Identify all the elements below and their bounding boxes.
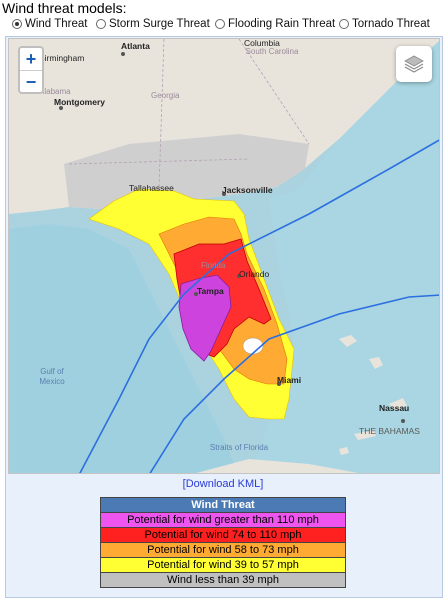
map-view[interactable]: Atlanta Birmingham Alabama Montgomery Ge… <box>8 38 440 474</box>
threat-model-selector: Wind Threat Storm Surge Threat Flooding … <box>8 18 444 34</box>
zoom-control: + − <box>18 46 44 94</box>
track-line-north <box>79 139 439 473</box>
city-label-atlanta: Atlanta <box>121 41 150 51</box>
city-label-montgomery: Montgomery <box>54 97 105 107</box>
legend-label: Potential for wind 58 to 73 mph <box>100 542 346 558</box>
city-label-nassau: Nassau <box>379 403 410 413</box>
city-label-miami: Miami <box>277 375 302 385</box>
legend-row: Wind less than 39 mph <box>100 572 346 588</box>
legend-header-row: Wind Threat <box>100 497 346 513</box>
legend-row: Potential for wind greater than 110 mph <box>100 512 346 528</box>
city-label-columbia: Columbia <box>244 38 280 48</box>
state-label-georgia: Georgia <box>151 91 180 100</box>
radio-unselected-icon <box>215 19 225 29</box>
download-kml-link[interactable]: [Download KML] <box>182 478 264 490</box>
wind-threat-legend: Wind Threat Potential for wind greater t… <box>100 497 346 588</box>
city-label-birmingham: Birmingham <box>39 53 85 63</box>
radio-tornado-threat[interactable]: Tornado Threat <box>339 18 430 30</box>
radio-label: Tornado Threat <box>352 18 430 30</box>
radio-flooding-rain-threat[interactable]: Flooding Rain Threat <box>215 18 335 30</box>
radio-unselected-icon <box>96 19 106 29</box>
legend-row: Potential for wind 58 to 73 mph <box>100 542 346 558</box>
city-label-tallahassee: Tallahassee <box>129 183 174 193</box>
radio-storm-surge-threat[interactable]: Storm Surge Threat <box>96 18 210 30</box>
water-label-gulf-of-mexico: Gulf of Mexico <box>39 367 65 386</box>
state-border <box>68 158 250 165</box>
city-dot-montgomery <box>59 106 63 110</box>
radio-wind-threat[interactable]: Wind Threat <box>12 18 87 30</box>
page-heading: Wind threat models: <box>2 0 127 16</box>
state-label-south-carolina: South Carolina <box>245 47 299 56</box>
city-dot-atlanta <box>121 52 125 56</box>
legend-label: Potential for wind 74 to 110 mph <box>100 527 346 543</box>
city-dot-orlando <box>237 274 241 278</box>
water-label-straits-of-florida: Straits of Florida <box>209 443 269 452</box>
track-line-south <box>149 294 439 473</box>
radio-unselected-icon <box>339 19 349 29</box>
gray-wind-zone <box>64 134 309 211</box>
radio-label: Storm Surge Threat <box>109 18 210 30</box>
legend-label: Wind less than 39 mph <box>100 572 346 588</box>
country-label-bahamas: THE BAHAMAS <box>359 426 420 436</box>
city-label-jacksonville: Jacksonville <box>222 185 273 195</box>
legend-label: Potential for wind 39 to 57 mph <box>100 557 346 573</box>
city-dot-jacksonville <box>222 192 226 196</box>
city-dot-miami <box>277 382 281 386</box>
layers-button[interactable] <box>396 46 432 82</box>
cuba-land <box>196 459 359 473</box>
radio-selected-icon <box>12 19 22 29</box>
state-label-florida: Florida <box>201 261 226 270</box>
legend-row: Potential for wind 74 to 110 mph <box>100 527 346 543</box>
legend-label: Potential for wind greater than 110 mph <box>100 512 346 528</box>
city-label-orlando: Orlando <box>239 269 270 279</box>
legend-row: Potential for wind 39 to 57 mph <box>100 557 346 573</box>
purple-wind-zone <box>178 274 232 362</box>
city-dot-tampa <box>194 292 198 296</box>
state-border <box>238 39 310 145</box>
layers-icon <box>404 55 424 73</box>
bahamas-islands <box>339 335 407 455</box>
gulf-water <box>9 224 239 473</box>
city-label-tampa: Tampa <box>197 286 224 296</box>
state-label-alabama: Alabama <box>39 87 71 96</box>
map-canvas <box>9 39 439 473</box>
zoom-out-button[interactable]: − <box>25 72 37 92</box>
state-border <box>158 39 165 190</box>
city-dot-nassau <box>401 419 405 423</box>
radio-label: Flooding Rain Threat <box>228 18 336 30</box>
radio-label: Wind Threat <box>25 18 88 30</box>
legend-title: Wind Threat <box>100 497 346 513</box>
atlantic-water <box>249 40 439 473</box>
zoom-in-button[interactable]: + <box>20 48 42 71</box>
